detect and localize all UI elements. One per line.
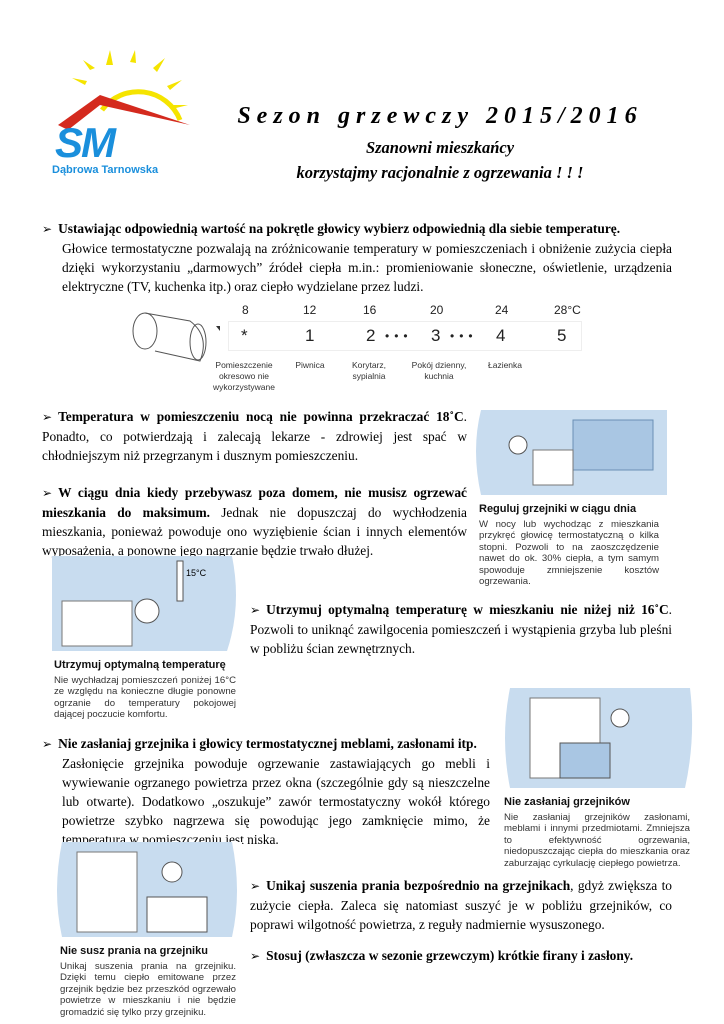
arrow-bullet-icon: ➢ [42, 410, 53, 424]
section-short-curtains: ➢ Stosuj (zwłaszcza w sezonie grzewczym) … [250, 946, 672, 966]
arrow-bullet-icon: ➢ [250, 603, 261, 617]
section-heading: Nie zasłaniaj grzejnika i głowicy termos… [58, 736, 477, 751]
curtain-radiator-icon [505, 688, 693, 788]
section-night-temperature: ➢ Temperatura w pomieszczeniu nocą nie po… [42, 407, 467, 465]
radiator-night-icon [476, 410, 667, 495]
temp-label: 24 [495, 303, 509, 317]
setting-mark: * [241, 326, 248, 345]
temp-label: 20 [430, 303, 444, 317]
laundry-radiator-icon [57, 842, 237, 937]
arrow-bullet-icon: ➢ [250, 879, 261, 893]
setting-label: Korytarz, sypialnia [351, 360, 386, 381]
illustration-text: Nie zasłaniaj grzejników zasłonami, mebl… [504, 811, 690, 869]
section-heading: Stosuj (zwłaszcza w sezonie grzewczym) k… [266, 948, 634, 963]
section-daytime: ➢ W ciągu dnia kiedy przebywasz poza dome… [42, 483, 467, 560]
illustration-title: Nie zasłaniaj grzejników [504, 796, 630, 808]
section-no-drying: ➢ Unikaj suszenia prania bezpośrednio na … [250, 876, 672, 934]
section-text: Jednak nie dopuszczaj do wychłodzenia mi… [42, 505, 467, 558]
illustration-title: Reguluj grzejniki w ciągu dnia [479, 503, 637, 515]
illustration-title: Utrzymuj optymalną temperaturę [54, 659, 226, 671]
section-text: Zasłonięcie grzejnika powoduje ogrzewani… [62, 756, 490, 847]
illustration-text: W nocy lub wychodząc z mieszkania przykr… [479, 518, 659, 588]
illustration-regulate: Reguluj grzejniki w ciągu dnia W nocy lub… [473, 410, 667, 587]
section-text: . Pozwoli to uniknąć zawilgocenia pomies… [250, 602, 672, 656]
setting-mark: 4 [496, 326, 506, 345]
section-text: Głowice termostatyczne pozwalają na zróż… [62, 241, 672, 294]
illustration-no-drying: Nie susz prania na grzejniku Unikaj susze… [52, 842, 242, 1018]
setting-label: Piwnica [295, 360, 325, 370]
setting-label: Pomieszczenie okresowo nie wykorzystywan… [213, 360, 275, 392]
illustration-dont-cover: Nie zasłaniaj grzejników Nie zasłaniaj gr… [500, 688, 696, 869]
section-text: , gdyż zwiększa to zużycie ciepła. Zalec… [250, 878, 672, 932]
illustration-optimal-temp: 15°C Utrzymuj optymalną temperaturę Nie w… [52, 556, 242, 720]
appeal: korzystajmy racjonalnie z ogrzewania ! !… [296, 163, 584, 182]
setting-label: Pokój dzienny, kuchnia [411, 360, 467, 381]
setting-dots: ••• [385, 329, 413, 343]
temp-label: 12 [303, 303, 317, 317]
arrow-bullet-icon: ➢ [42, 222, 53, 236]
arrow-bullet-icon: ➢ [42, 486, 53, 500]
temp-label: 16 [363, 303, 377, 317]
section-heading: W ciągu dnia kiedy przebywasz poza domem… [42, 485, 467, 520]
arrow-bullet-icon: ➢ [42, 737, 53, 751]
section-min-temperature: ➢ Utrzymuj optymalną temperaturę w mieszk… [250, 600, 672, 658]
arrow-bullet-icon: ➢ [250, 949, 261, 963]
cold-person-radiator-icon [52, 556, 236, 651]
setting-scale: * 1 2 ••• 3 ••• 4 5 [228, 321, 582, 351]
setting-mark: 2 [366, 326, 376, 345]
setting-label: Łazienka [487, 360, 523, 370]
illustration-text: Unikaj suszenia prania na grzejniku. Dzi… [60, 960, 236, 1018]
section-text: . Ponadto, co potwierdzają i zalecają le… [42, 409, 467, 463]
temperature-scale: 8 12 16 20 24 28°C [228, 302, 588, 318]
logo-caption: Dąbrowa Tarnowska [52, 164, 159, 176]
section-dont-cover: ➢ Nie zasłaniaj grzejnika i głowicy termo… [42, 734, 490, 849]
setting-dots: ••• [450, 329, 478, 343]
setting-mark: 5 [557, 326, 567, 345]
temp-label: 28°C [554, 303, 581, 317]
section-heading: Temperatura w pomieszczeniu nocą nie pow… [58, 409, 464, 424]
section-heading: Unikaj suszenia prania bezpośrednio na g… [266, 878, 571, 893]
sun-roof-icon [58, 50, 190, 130]
temp-label: 8 [242, 303, 249, 317]
illustration-text: Nie wychładzaj pomieszczeń poniżej 16°C … [54, 674, 236, 721]
page-title: Sezon grzewczy 2015/2016 [237, 103, 643, 129]
setting-mark: 3 [431, 326, 441, 345]
setting-mark: 1 [305, 326, 315, 345]
section-heading: Utrzymuj optymalną temperaturę w mieszka… [266, 602, 669, 617]
thermometer-label: 15°C [186, 568, 207, 578]
section-heading: Ustawiając odpowiednią wartość na pokręt… [58, 221, 621, 236]
logo: SM Dąbrowa Tarnowska [50, 50, 200, 180]
logo-sm: SM [55, 119, 116, 166]
section-thermostat: ➢ Ustawiając odpowiednią wartość na pokrę… [42, 219, 672, 296]
greeting: Szanowni mieszkańcy [365, 138, 515, 157]
illustration-title: Nie susz prania na grzejniku [60, 945, 208, 957]
